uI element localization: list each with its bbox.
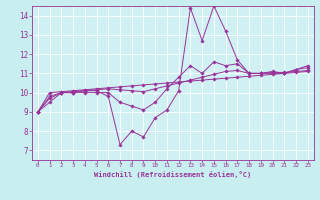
X-axis label: Windchill (Refroidissement éolien,°C): Windchill (Refroidissement éolien,°C) <box>94 171 252 178</box>
